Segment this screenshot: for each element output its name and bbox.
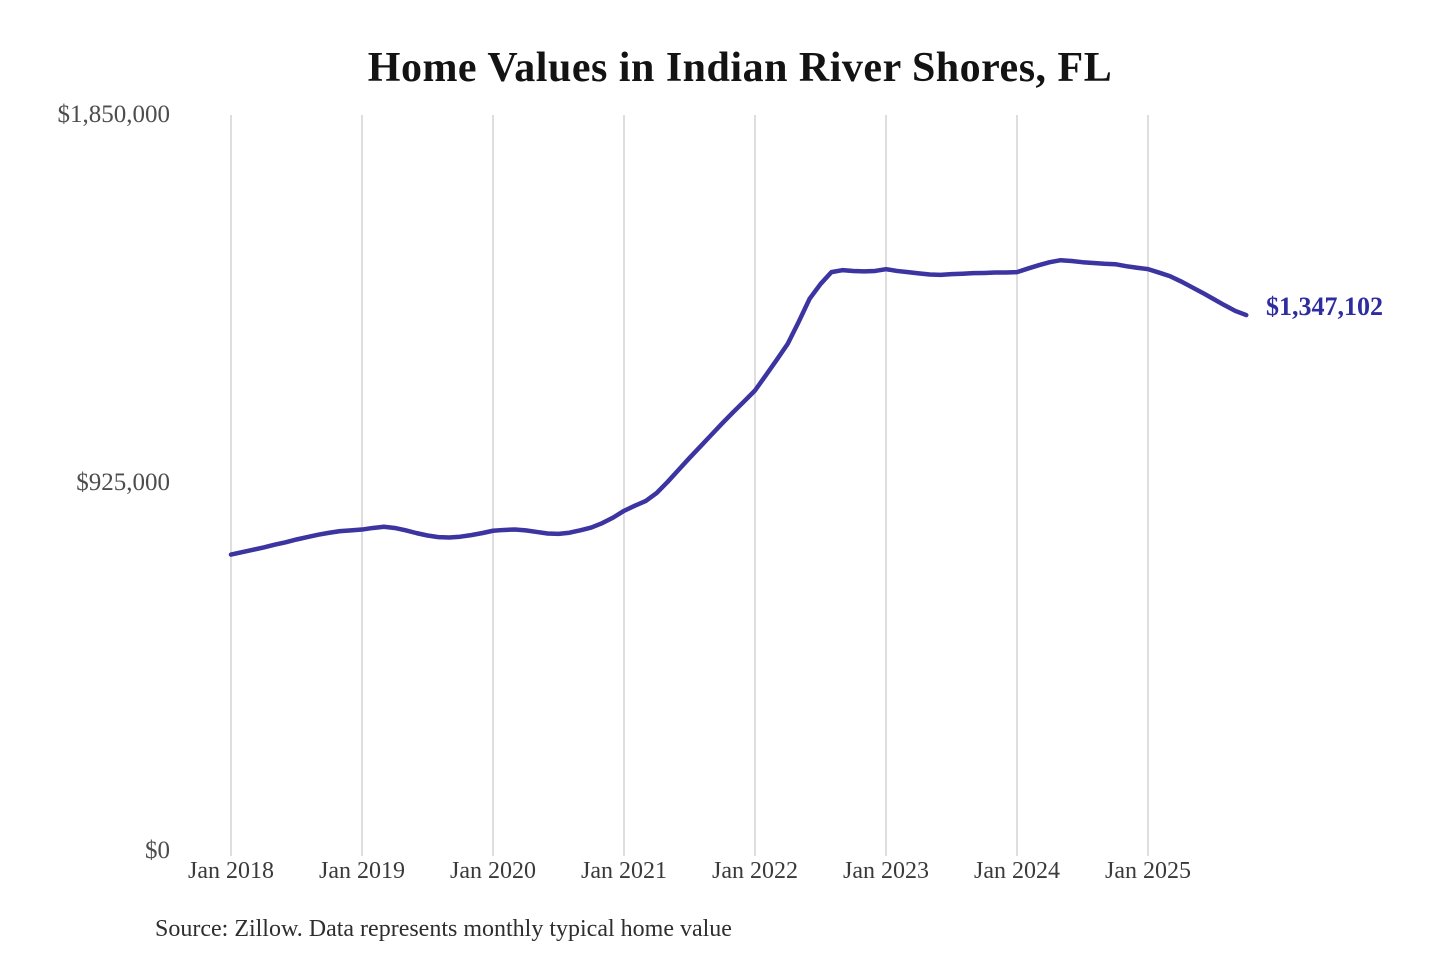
y-tick-label-mid: $925,000 [76,469,170,496]
x-tick-jan-2018: Jan 2018 [188,858,274,884]
y-tick-label-zero: $0 [145,837,170,864]
x-tick-jan-2019: Jan 2019 [319,858,405,884]
x-tick-jan-2023: Jan 2023 [843,858,929,884]
x-tick-jan-2025: Jan 2025 [1105,858,1191,884]
source-note: Source: Zillow. Data represents monthly … [155,916,732,942]
x-tick-jan-2024: Jan 2024 [974,858,1060,884]
y-tick-label-top: $1,850,000 [57,101,171,128]
home-value-line [228,257,1249,557]
chart-title: Home Values in Indian River Shores, FL [367,45,1113,91]
x-tick-jan-2022: Jan 2022 [712,858,798,884]
x-tick-jan-2020: Jan 2020 [450,858,536,884]
end-value-label: $1,347,102 [1266,292,1383,321]
x-tick-jan-2021: Jan 2021 [581,858,667,884]
